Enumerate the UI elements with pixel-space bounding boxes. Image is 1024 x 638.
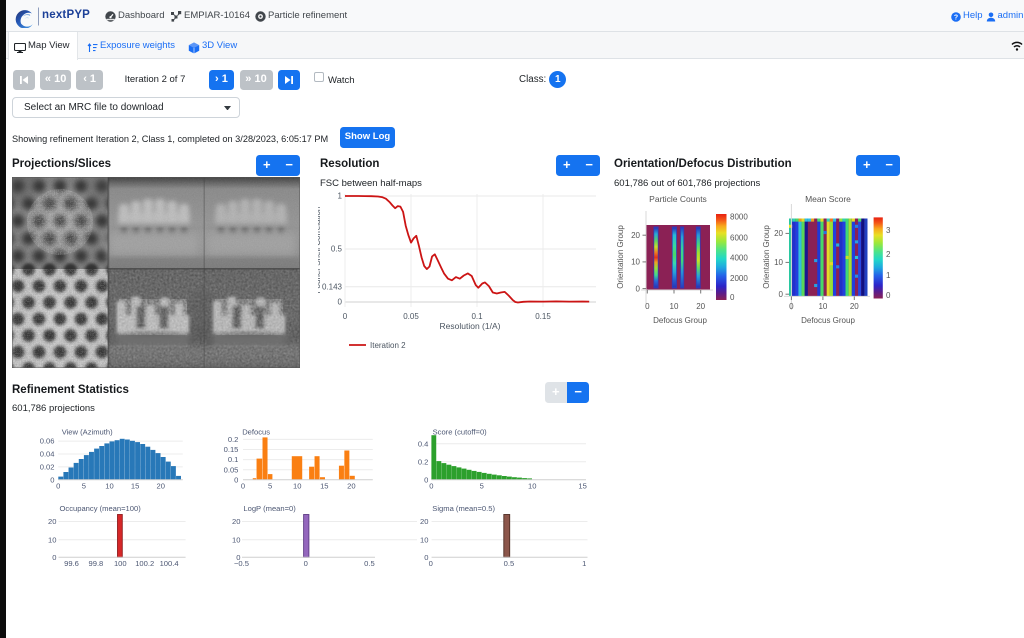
svg-text:0: 0 bbox=[886, 291, 891, 300]
svg-text:10: 10 bbox=[631, 258, 640, 267]
svg-text:20: 20 bbox=[156, 482, 164, 491]
svg-text:Occupancy (mean=100): Occupancy (mean=100) bbox=[60, 504, 142, 513]
svg-text:99.8: 99.8 bbox=[89, 559, 104, 568]
svg-text:20: 20 bbox=[774, 229, 783, 238]
svg-text:0: 0 bbox=[429, 482, 433, 491]
svg-text:0.2: 0.2 bbox=[228, 435, 239, 444]
svg-text:0.05: 0.05 bbox=[224, 465, 239, 474]
svg-text:0: 0 bbox=[636, 284, 641, 293]
svg-text:Defocus: Defocus bbox=[242, 428, 270, 437]
svg-text:Mean Score: Mean Score bbox=[805, 194, 851, 204]
svg-text:0: 0 bbox=[338, 298, 343, 307]
svg-text:0: 0 bbox=[645, 302, 650, 311]
svg-text:8000: 8000 bbox=[730, 213, 748, 222]
svg-text:2: 2 bbox=[886, 250, 891, 259]
svg-text:10: 10 bbox=[528, 482, 536, 491]
svg-text:100.2: 100.2 bbox=[135, 559, 154, 568]
svg-text:Resolution (1/A): Resolution (1/A) bbox=[440, 321, 501, 331]
svg-text:View (Azimuth): View (Azimuth) bbox=[62, 428, 113, 437]
svg-text:6000: 6000 bbox=[730, 234, 748, 243]
svg-text:0.15: 0.15 bbox=[224, 445, 239, 454]
svg-text:2000: 2000 bbox=[730, 274, 748, 283]
svg-text:0.15: 0.15 bbox=[535, 312, 551, 321]
svg-text:0.143: 0.143 bbox=[322, 282, 343, 291]
svg-text:0: 0 bbox=[304, 559, 308, 568]
svg-text:Orientation Group: Orientation Group bbox=[616, 225, 625, 289]
svg-text:Particle Counts: Particle Counts bbox=[649, 194, 707, 204]
svg-text:0: 0 bbox=[241, 482, 245, 491]
svg-text:20: 20 bbox=[631, 231, 640, 240]
svg-text:20: 20 bbox=[232, 517, 240, 526]
svg-text:Iteration 2: Iteration 2 bbox=[370, 341, 406, 350]
svg-text:1: 1 bbox=[886, 271, 891, 280]
svg-text:Score (cutoff=0): Score (cutoff=0) bbox=[433, 428, 488, 437]
svg-text:20: 20 bbox=[347, 482, 355, 491]
svg-text:20: 20 bbox=[420, 517, 428, 526]
svg-text:Sigma (mean=0.5): Sigma (mean=0.5) bbox=[432, 504, 495, 513]
svg-text:0: 0 bbox=[56, 482, 60, 491]
svg-text:0.06: 0.06 bbox=[40, 437, 55, 446]
svg-text:20: 20 bbox=[48, 517, 56, 526]
svg-text:15: 15 bbox=[578, 482, 586, 491]
svg-text:?: ? bbox=[954, 14, 958, 21]
svg-text:10: 10 bbox=[293, 482, 301, 491]
svg-text:0.1: 0.1 bbox=[228, 455, 239, 464]
svg-text:0.5: 0.5 bbox=[364, 559, 375, 568]
svg-text:1: 1 bbox=[338, 192, 343, 201]
svg-text:5: 5 bbox=[82, 482, 86, 491]
svg-text:0.4: 0.4 bbox=[418, 439, 429, 448]
svg-text:0.2: 0.2 bbox=[418, 457, 429, 466]
svg-text:15: 15 bbox=[320, 482, 328, 491]
svg-text:Fourier Shell Correlation: Fourier Shell Correlation bbox=[318, 207, 322, 294]
svg-text:0.02: 0.02 bbox=[40, 463, 55, 472]
svg-text:0: 0 bbox=[429, 559, 433, 568]
svg-text:15: 15 bbox=[131, 482, 139, 491]
svg-text:Orientation Group: Orientation Group bbox=[762, 225, 771, 289]
svg-text:Defocus Group: Defocus Group bbox=[653, 316, 707, 325]
svg-text:10: 10 bbox=[818, 302, 827, 311]
svg-text:20: 20 bbox=[696, 302, 705, 311]
svg-text:5: 5 bbox=[480, 482, 484, 491]
svg-text:10: 10 bbox=[48, 535, 56, 544]
svg-text:100.4: 100.4 bbox=[160, 559, 179, 568]
svg-text:99.6: 99.6 bbox=[64, 559, 79, 568]
svg-text:0: 0 bbox=[52, 553, 56, 562]
svg-text:0: 0 bbox=[234, 475, 238, 484]
svg-text:10: 10 bbox=[105, 482, 113, 491]
svg-text:100: 100 bbox=[114, 559, 127, 568]
svg-text:4000: 4000 bbox=[730, 254, 748, 263]
svg-text:10: 10 bbox=[774, 258, 783, 267]
svg-text:0: 0 bbox=[730, 293, 735, 302]
svg-text:−0.5: −0.5 bbox=[234, 559, 249, 568]
svg-text:0: 0 bbox=[236, 553, 240, 562]
svg-text:5: 5 bbox=[268, 482, 272, 491]
svg-text:0: 0 bbox=[343, 312, 348, 321]
svg-text:0: 0 bbox=[789, 302, 794, 311]
svg-text:0.5: 0.5 bbox=[331, 245, 343, 254]
svg-text:0.5: 0.5 bbox=[504, 559, 515, 568]
svg-text:0: 0 bbox=[424, 553, 428, 562]
svg-text:0.05: 0.05 bbox=[403, 312, 419, 321]
svg-text:Defocus Group: Defocus Group bbox=[801, 316, 855, 325]
svg-text:0.04: 0.04 bbox=[40, 450, 55, 459]
svg-text:10: 10 bbox=[232, 535, 240, 544]
svg-text:0: 0 bbox=[779, 290, 784, 299]
svg-text:10: 10 bbox=[420, 535, 428, 544]
svg-text:LogP (mean=0): LogP (mean=0) bbox=[243, 504, 296, 513]
svg-text:3: 3 bbox=[886, 226, 891, 235]
svg-text:1: 1 bbox=[582, 559, 586, 568]
svg-text:0: 0 bbox=[50, 475, 54, 484]
svg-text:20: 20 bbox=[850, 302, 859, 311]
svg-text:0.1: 0.1 bbox=[471, 312, 483, 321]
svg-text:0: 0 bbox=[424, 475, 428, 484]
svg-text:10: 10 bbox=[670, 302, 679, 311]
